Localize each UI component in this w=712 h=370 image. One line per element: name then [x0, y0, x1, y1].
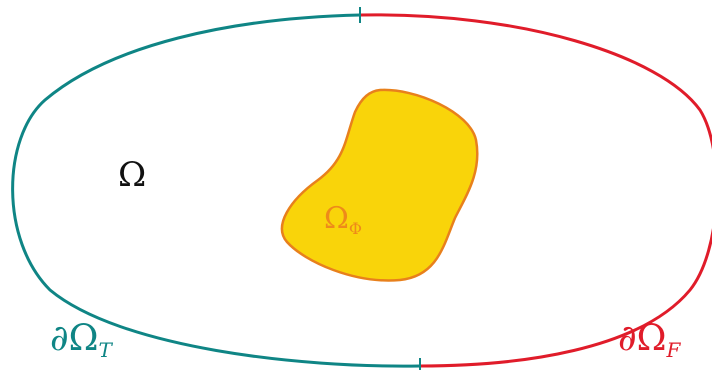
inclusion-region [280, 88, 479, 282]
boundary-f-curve [359, 13, 712, 368]
boundary-f-label: ∂ΩF [618, 318, 681, 362]
boundary-f-label-symbol: ∂Ω [618, 318, 666, 359]
domain-label: Ω [118, 155, 146, 195]
inclusion-label-symbol: Ω [324, 201, 349, 236]
boundary-f-label-subscript: F [665, 338, 681, 362]
inclusion-label-subscript: Φ [349, 219, 362, 238]
boundary-t-label: ∂ΩT [50, 318, 113, 362]
inclusion-label: ΩΦ [324, 201, 362, 238]
boundary-t-curve [11, 13, 421, 368]
boundary-t-label-symbol: ∂Ω [50, 318, 98, 359]
boundary-t-label-subscript: T [98, 338, 113, 362]
